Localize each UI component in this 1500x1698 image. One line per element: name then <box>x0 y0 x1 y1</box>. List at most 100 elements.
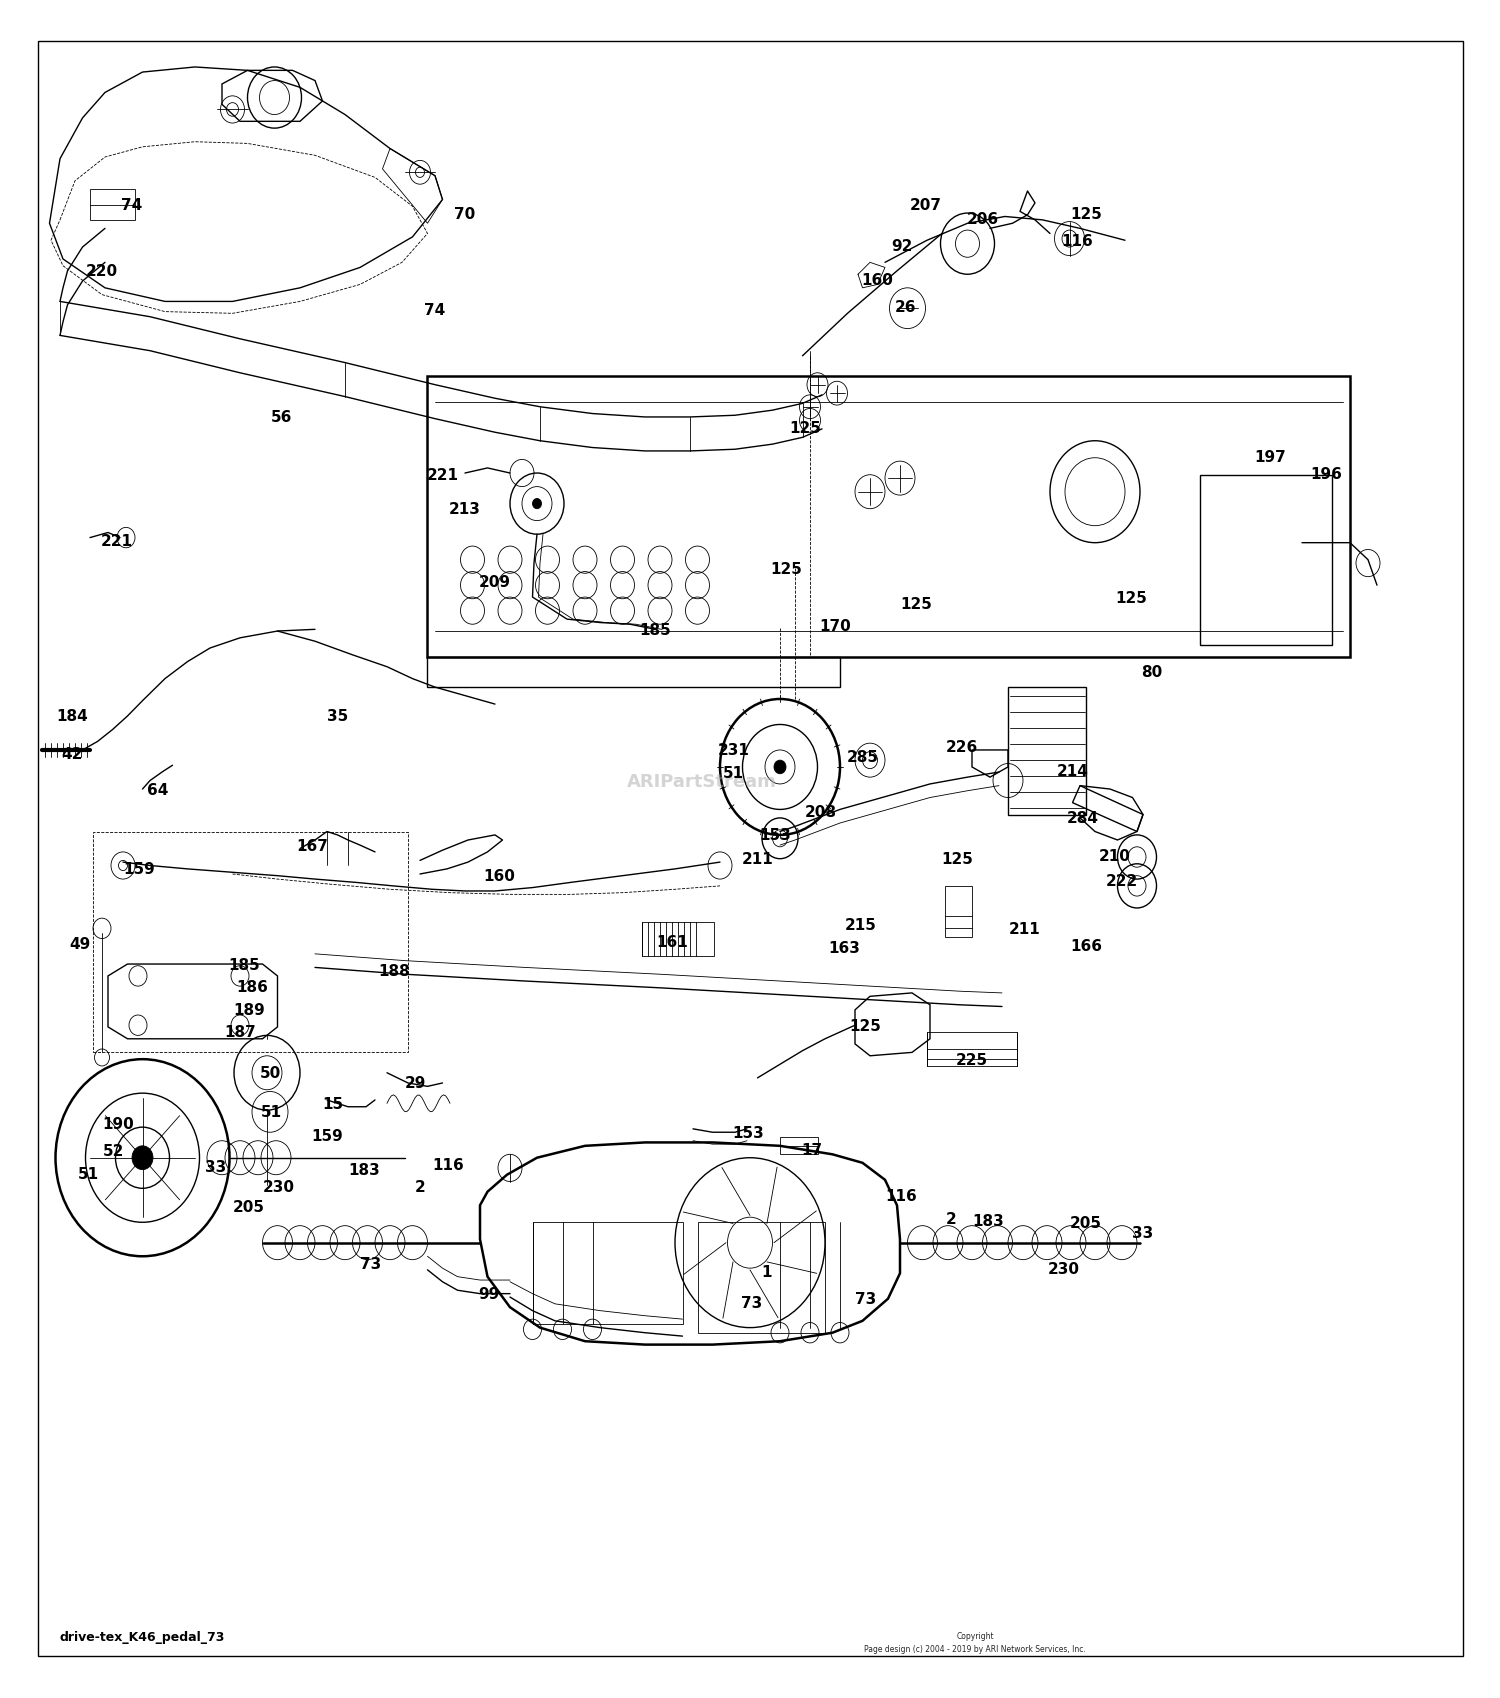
Text: 153: 153 <box>732 1126 765 1139</box>
Text: 187: 187 <box>224 1026 256 1039</box>
Text: 125: 125 <box>900 598 933 611</box>
Text: 210: 210 <box>1098 849 1131 863</box>
Circle shape <box>532 499 542 509</box>
Text: 214: 214 <box>1056 764 1089 778</box>
Text: 222: 222 <box>1106 874 1138 888</box>
Bar <box>927 1032 1017 1066</box>
Text: 29: 29 <box>405 1077 426 1090</box>
Text: 1: 1 <box>760 1265 771 1279</box>
Bar <box>93 832 408 1053</box>
Text: 125: 125 <box>789 421 822 435</box>
Text: 213: 213 <box>448 503 482 516</box>
Bar <box>698 1223 825 1333</box>
Text: 125: 125 <box>1114 591 1148 604</box>
Text: 2: 2 <box>945 1212 957 1226</box>
Text: 51: 51 <box>261 1105 282 1119</box>
Text: 159: 159 <box>310 1129 344 1143</box>
Text: 51: 51 <box>723 766 744 779</box>
Text: 73: 73 <box>360 1257 381 1270</box>
Text: 49: 49 <box>69 937 90 951</box>
Text: 209: 209 <box>478 576 512 589</box>
Text: 73: 73 <box>855 1292 876 1306</box>
Text: 185: 185 <box>228 958 261 971</box>
Text: 64: 64 <box>147 783 168 796</box>
Text: 206: 206 <box>966 212 999 226</box>
Text: 215: 215 <box>844 919 877 932</box>
Text: 125: 125 <box>849 1019 882 1032</box>
Circle shape <box>132 1146 153 1170</box>
Text: 92: 92 <box>891 239 912 253</box>
Text: 15: 15 <box>322 1097 344 1110</box>
Text: 185: 185 <box>639 623 672 637</box>
Text: 220: 220 <box>86 265 118 278</box>
Text: 189: 189 <box>232 1004 266 1017</box>
Text: 196: 196 <box>1310 467 1342 481</box>
Text: 167: 167 <box>296 839 328 852</box>
Text: ARIPartStream: ARIPartStream <box>627 773 777 790</box>
Text: 230: 230 <box>1047 1262 1080 1275</box>
Text: 56: 56 <box>272 411 292 424</box>
Text: 125: 125 <box>940 852 974 866</box>
Bar <box>532 1223 682 1324</box>
Text: 70: 70 <box>454 207 476 221</box>
Text: 205: 205 <box>232 1200 266 1214</box>
Text: 221: 221 <box>426 469 459 482</box>
Text: 33: 33 <box>206 1160 226 1173</box>
Text: 221: 221 <box>100 535 134 548</box>
Text: 183: 183 <box>348 1163 381 1177</box>
Text: 197: 197 <box>1254 450 1287 464</box>
Text: 160: 160 <box>483 869 516 883</box>
Text: 51: 51 <box>78 1167 99 1180</box>
Text: 26: 26 <box>896 301 916 314</box>
Text: 73: 73 <box>741 1296 762 1309</box>
Text: 285: 285 <box>846 751 879 764</box>
Text: 208: 208 <box>804 805 837 818</box>
Text: 211: 211 <box>1008 922 1041 936</box>
Text: 166: 166 <box>1070 939 1102 953</box>
Text: 160: 160 <box>861 273 894 287</box>
Text: 42: 42 <box>62 747 82 761</box>
Text: 50: 50 <box>260 1066 280 1080</box>
Bar <box>945 886 972 937</box>
Text: 74: 74 <box>122 199 142 212</box>
Text: 17: 17 <box>801 1143 822 1156</box>
Bar <box>1008 688 1086 815</box>
Text: 35: 35 <box>327 710 348 723</box>
Text: 116: 116 <box>432 1158 465 1172</box>
Text: 226: 226 <box>945 740 978 754</box>
Bar <box>780 1138 818 1155</box>
Text: 74: 74 <box>424 304 445 318</box>
Text: 116: 116 <box>885 1189 918 1202</box>
Text: 33: 33 <box>1132 1226 1154 1240</box>
Text: 190: 190 <box>102 1117 135 1131</box>
Text: Copyright
Page design (c) 2004 - 2019 by ARI Network Services, Inc.: Copyright Page design (c) 2004 - 2019 by… <box>864 1632 1086 1652</box>
Text: 80: 80 <box>1142 666 1162 679</box>
Bar <box>642 922 714 956</box>
Bar <box>90 190 135 221</box>
Text: 116: 116 <box>1060 234 1094 248</box>
Text: 125: 125 <box>770 562 802 576</box>
Text: 163: 163 <box>828 941 861 954</box>
Text: 99: 99 <box>478 1287 500 1301</box>
Text: 125: 125 <box>1070 207 1102 221</box>
Text: 159: 159 <box>123 863 156 876</box>
Text: drive-tex_K46_pedal_73: drive-tex_K46_pedal_73 <box>60 1630 225 1644</box>
Text: 153: 153 <box>759 829 792 842</box>
Text: 2: 2 <box>414 1180 426 1194</box>
Text: 225: 225 <box>956 1053 988 1066</box>
Text: 52: 52 <box>104 1144 125 1158</box>
Text: 211: 211 <box>741 852 774 866</box>
Text: 183: 183 <box>972 1214 1005 1228</box>
Text: 184: 184 <box>56 710 88 723</box>
Circle shape <box>774 761 786 774</box>
Text: 186: 186 <box>236 980 268 993</box>
Text: 205: 205 <box>1070 1216 1102 1229</box>
Text: 161: 161 <box>656 936 688 949</box>
Text: 284: 284 <box>1066 812 1100 825</box>
Text: 188: 188 <box>378 964 411 978</box>
Text: 207: 207 <box>909 199 942 212</box>
Text: 170: 170 <box>819 620 852 633</box>
Text: 230: 230 <box>262 1180 296 1194</box>
Bar <box>1200 475 1332 645</box>
Text: 231: 231 <box>717 744 750 757</box>
